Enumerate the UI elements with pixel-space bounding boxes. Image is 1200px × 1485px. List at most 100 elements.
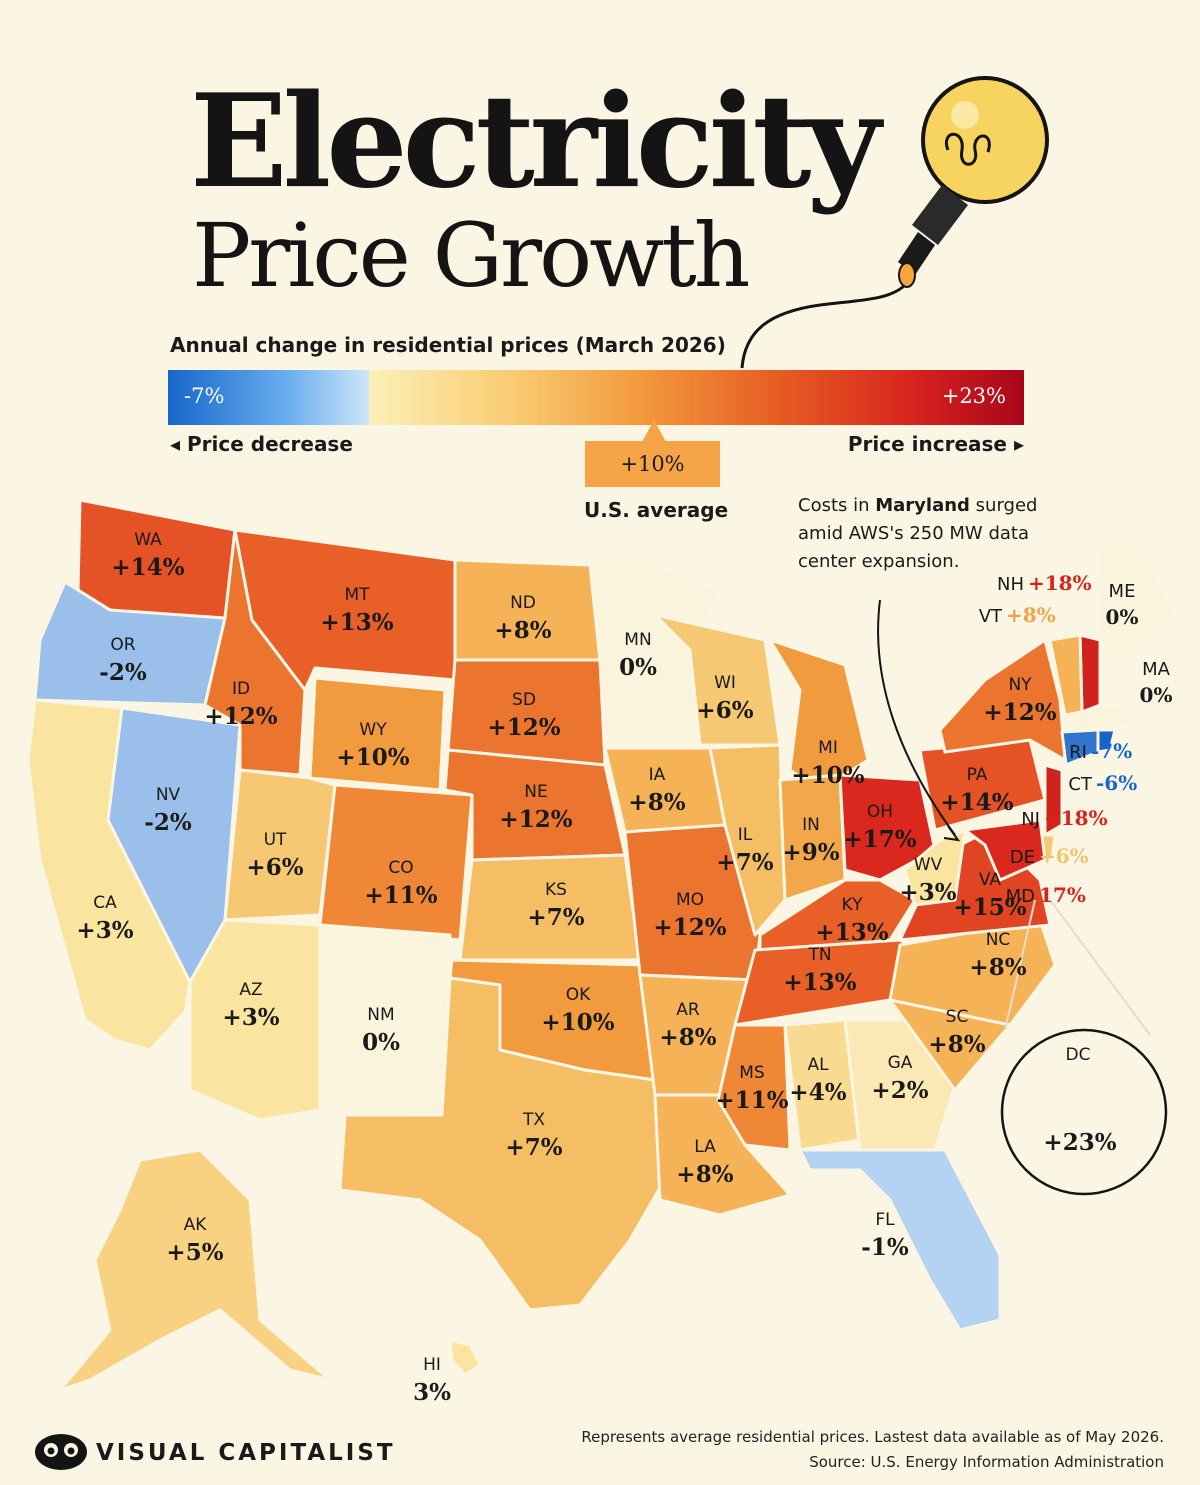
state-code-ri: RI [1069, 742, 1087, 763]
state-code-nm: NM [367, 1005, 394, 1025]
state-value-ks: +7% [527, 904, 584, 931]
state-code-ks: KS [545, 880, 567, 900]
state-value-sd: +12% [487, 714, 560, 741]
title-line-2: Price Growth [192, 204, 750, 307]
state-value-ct: -6% [1096, 771, 1137, 795]
state-code-ct: CT [1068, 774, 1093, 795]
state-value-wv: +3% [899, 879, 956, 906]
state-value-tx: +7% [505, 1134, 562, 1161]
triangle-left-icon: ◂ [170, 432, 188, 456]
state-code-va: VA [979, 870, 1002, 890]
state-code-ms: MS [739, 1063, 764, 1083]
state-code-de: DE [1010, 847, 1035, 868]
state-value-ca: +3% [76, 917, 133, 944]
state-value-tn: +13% [783, 969, 856, 996]
state-value-wi: +6% [696, 697, 753, 724]
state-value-ok: +10% [541, 1009, 614, 1036]
state-sd [446, 658, 607, 767]
scale-max-label: +23% [941, 384, 1006, 408]
state-value-id: +12% [204, 703, 277, 730]
state-code-wv: WV [914, 855, 943, 875]
state-ny [938, 638, 1067, 762]
state-code-ny: NY [1008, 675, 1032, 695]
state-value-ia: +8% [628, 789, 685, 816]
annotation-bold: Maryland [875, 495, 970, 516]
state-value-mo: +12% [653, 914, 726, 941]
map-subtitle: Annual change in residential prices (Mar… [170, 333, 726, 357]
visual-capitalist-logo-icon [35, 1434, 87, 1470]
state-value-nh: +18% [1028, 571, 1092, 595]
state-value-md: 17% [1039, 883, 1086, 907]
state-co [318, 783, 474, 942]
state-nj [1043, 763, 1064, 837]
state-value-nj: +18% [1044, 806, 1108, 830]
state-code-hi: HI [423, 1355, 441, 1375]
scale-min-label: -7% [184, 384, 225, 408]
state-value-al: +4% [789, 1079, 846, 1106]
state-code-oh: OH [867, 802, 893, 822]
state-code-tn: TN [807, 945, 831, 965]
state-vt [1048, 633, 1084, 717]
state-wv [903, 828, 967, 907]
state-code-dc: DC [1066, 1045, 1091, 1065]
state-value-nc: +8% [969, 954, 1026, 981]
state-code-mo: MO [676, 890, 704, 910]
price-increase-text: Price increase [847, 432, 1007, 456]
state-value-ny: +12% [983, 699, 1056, 726]
footer-source: Source: U.S. Energy Information Administ… [809, 1453, 1164, 1471]
state-in [778, 773, 847, 902]
state-value-il: +7% [716, 849, 773, 876]
state-value-va: +15% [953, 894, 1026, 921]
state-code-il: IL [738, 825, 753, 845]
state-ne [443, 748, 627, 862]
state-wy [308, 676, 447, 792]
state-code-ut: UT [264, 830, 287, 850]
annotation-text-end: surged amid AWS's 250 MW data center exp… [798, 495, 1038, 572]
state-value-co: +11% [364, 882, 437, 909]
state-value-or: -2% [99, 659, 147, 686]
state-code-me: ME [1109, 581, 1136, 602]
state-value-mt: +13% [320, 609, 393, 636]
state-code-ga: GA [888, 1053, 913, 1073]
color-scale-bar: -7% +23% [168, 370, 1024, 425]
average-label: U.S. average [584, 498, 729, 522]
state-code-al: AL [807, 1055, 829, 1075]
title-line-1: Electricity [190, 67, 881, 217]
footer-note: Represents average residential prices. L… [581, 1428, 1164, 1446]
state-value-sc: +8% [928, 1031, 985, 1058]
state-code-wa: WA [134, 530, 162, 550]
state-value-ut: +6% [246, 854, 303, 881]
state-oh [838, 773, 937, 882]
state-code-pa: PA [967, 765, 988, 785]
state-value-ga: +2% [871, 1077, 928, 1104]
state-code-ca: CA [93, 893, 117, 913]
state-tx [338, 976, 672, 1312]
state-code-sd: SD [512, 690, 536, 710]
state-value-nm: 0% [362, 1029, 400, 1056]
state-code-mi: MI [818, 738, 838, 758]
state-code-nj: NJ [1021, 809, 1040, 830]
state-code-ma: MA [1142, 659, 1171, 680]
state-value-ri: -7% [1091, 739, 1132, 763]
maryland-annotation: Costs in Maryland surged amid AWS's 250 … [798, 492, 1038, 576]
price-increase-label: Price increase ▸ [848, 432, 1024, 456]
state-ct [1060, 728, 1100, 767]
state-value-az: +3% [222, 1004, 279, 1031]
state-ak [58, 1148, 332, 1392]
state-code-ak: AK [184, 1215, 208, 1235]
state-value-oh: +17% [843, 826, 916, 853]
state-code-fl: FL [875, 1210, 895, 1230]
state-code-sc: SC [946, 1007, 969, 1027]
state-value-wa: +14% [111, 554, 184, 581]
state-code-id: ID [232, 679, 250, 699]
state-value-fl: -1% [861, 1234, 909, 1261]
state-value-vt: +8% [1006, 603, 1056, 627]
state-code-az: AZ [239, 980, 262, 1000]
state-value-hi: 3% [413, 1379, 451, 1406]
state-code-wy: WY [359, 720, 387, 740]
state-value-pa: +14% [940, 789, 1013, 816]
state-code-in: IN [802, 815, 820, 835]
state-code-nv: NV [156, 785, 181, 805]
state-code-vt: VT [979, 606, 1003, 627]
